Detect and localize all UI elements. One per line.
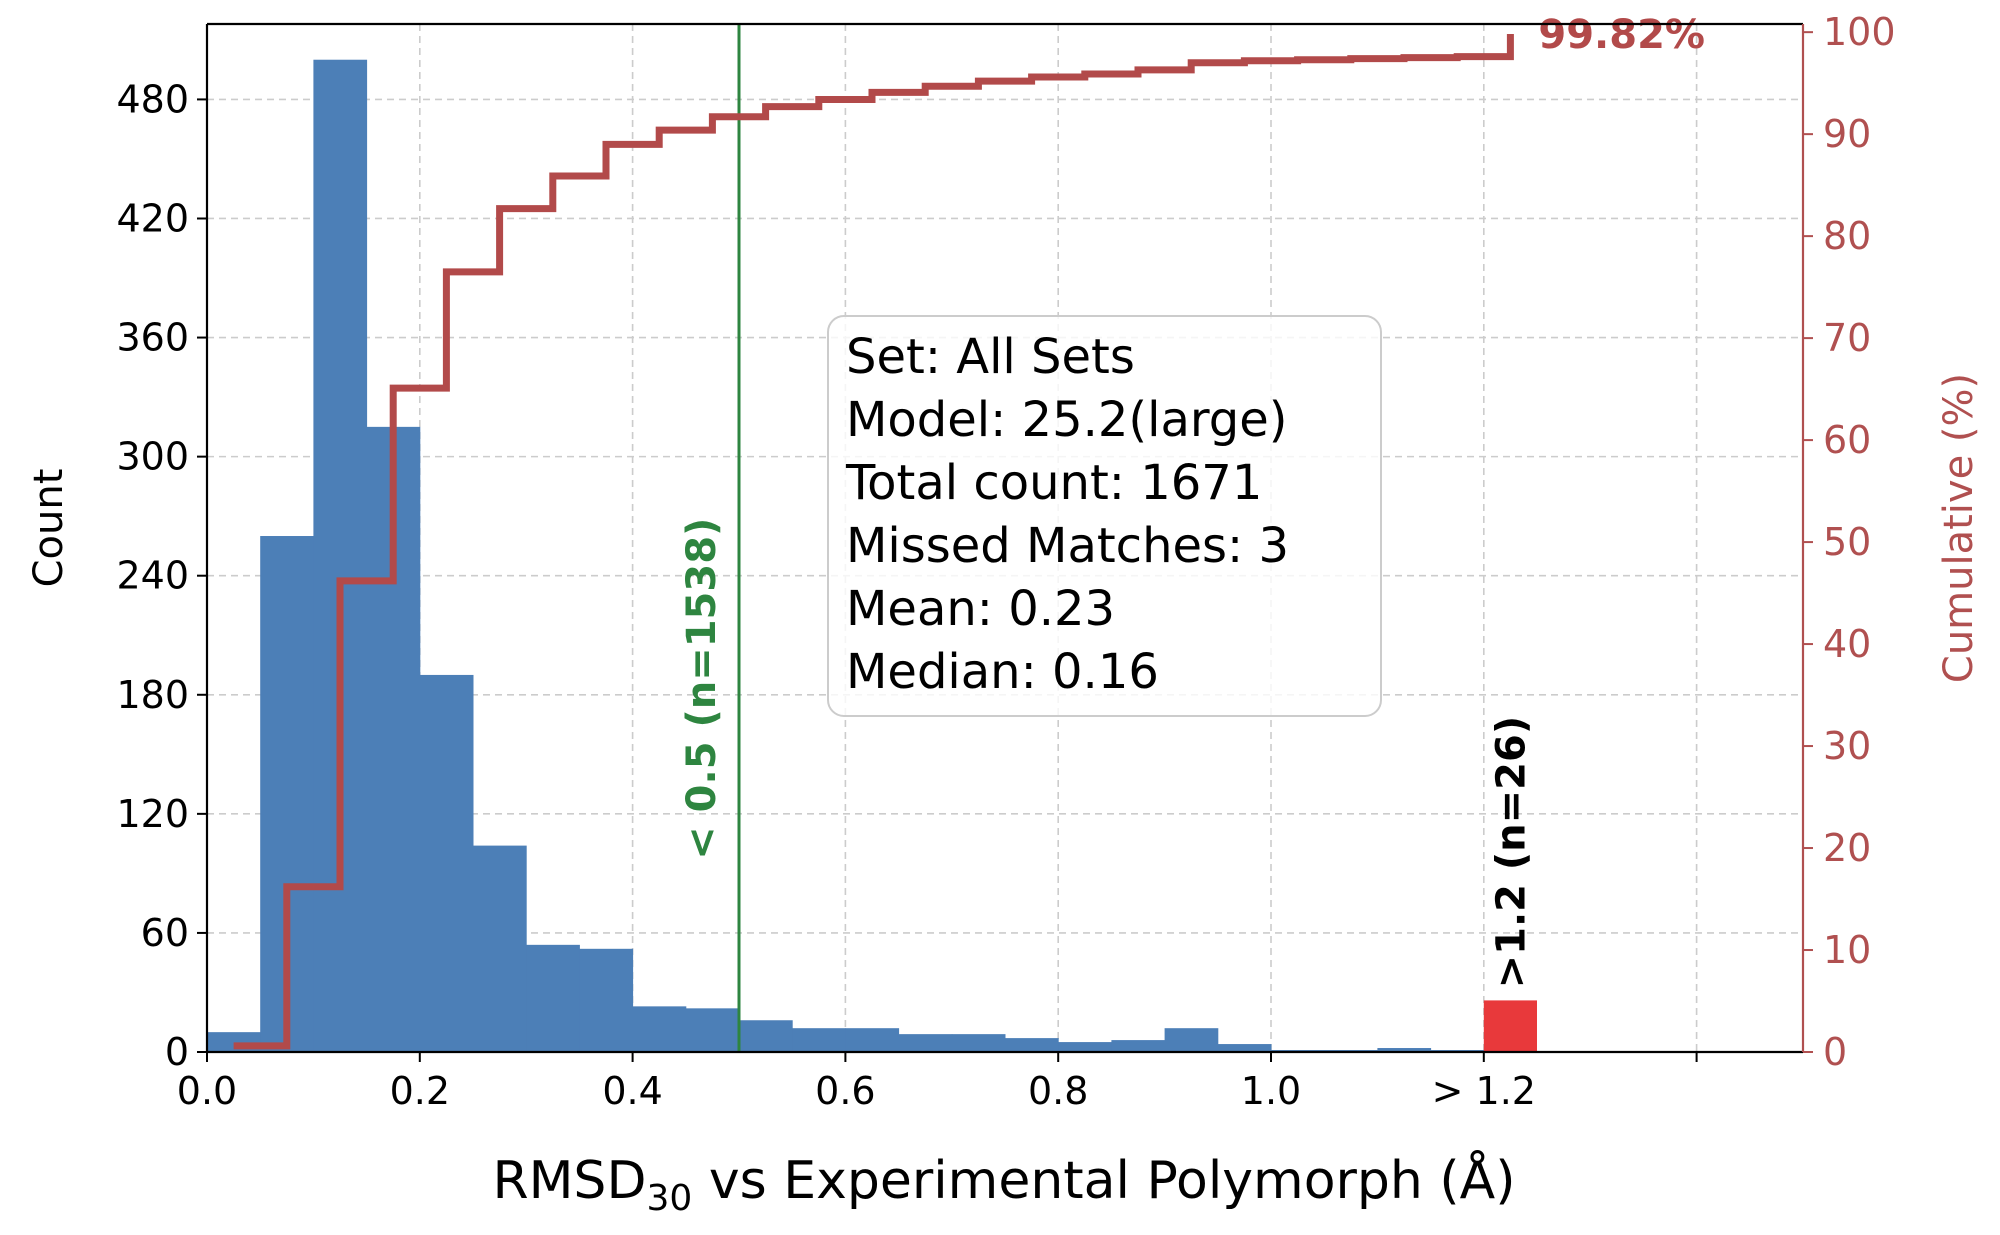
x-axis-label: RMSD30 vs Experimental Polymorph (Å): [492, 1149, 1515, 1219]
y-tick-label: 360: [116, 316, 189, 360]
histogram-bar: [898, 1034, 953, 1052]
histogram-bar: [1377, 1048, 1432, 1052]
threshold-label: < 0.5 (n=1538): [679, 518, 725, 860]
histogram-bar: [1217, 1044, 1272, 1052]
y-tick-label: 120: [116, 792, 189, 836]
x-tick-label: 1.0: [1241, 1069, 1301, 1113]
histogram-bar: [1164, 1028, 1219, 1052]
y2-tick-label: 60: [1823, 418, 1871, 462]
y-tick-label: 420: [116, 196, 189, 240]
histogram-bar: [1058, 1042, 1112, 1052]
x-axis-ticks: 0.0 0.2 0.4 0.6 0.8 1.0 > 1.2: [177, 1052, 1698, 1113]
y-axis-label: Count: [26, 469, 72, 588]
stats-total: Total count: 1671: [845, 455, 1262, 511]
cumulative-line: [233, 33, 1514, 1050]
y2-tick-label: 10: [1823, 928, 1871, 972]
y2-tick-label: 20: [1823, 826, 1871, 870]
y2-tick-label: 50: [1823, 520, 1871, 564]
x-tick-label: 0.6: [815, 1069, 875, 1113]
histogram-bar: [632, 1006, 687, 1052]
x-tick-label: 0.4: [602, 1069, 662, 1113]
histogram-bar: [579, 948, 634, 1052]
histogram-bar: [419, 674, 474, 1052]
y-tick-label: 0: [165, 1030, 189, 1074]
histogram-bar: [1111, 1040, 1166, 1052]
y2-tick-label: 30: [1823, 724, 1871, 768]
y2-tick-label: 100: [1823, 10, 1896, 54]
stats-model: Model: 25.2(large): [846, 392, 1288, 448]
stats-missed: Missed Matches: 3: [846, 518, 1289, 574]
x-axis-label-prefix: RMSD: [492, 1151, 646, 1211]
histogram-bar: [526, 944, 580, 1052]
y-axis-ticks: 0 60 120 180 240 300 360 420 480: [116, 77, 207, 1074]
stats-legend-box: Set: All Sets Model: 25.2(large) Total c…: [827, 315, 1382, 717]
plot-frame: [205, 22, 1805, 1054]
histogram-bar: [951, 1034, 1006, 1052]
stats-mean: Mean: 0.23: [846, 581, 1115, 637]
overflow-bar: [1483, 1000, 1537, 1052]
y2-tick-label: 40: [1823, 622, 1871, 666]
x-tick-label: 0.8: [1028, 1069, 1088, 1113]
histogram-bar: [685, 1008, 740, 1052]
y2-tick-label: 70: [1823, 316, 1871, 360]
y-tick-label: 480: [116, 77, 189, 121]
histogram-bar: [473, 845, 527, 1052]
y2-axis-label: Cumulative (%): [1936, 373, 1982, 683]
y-tick-label: 300: [116, 435, 189, 479]
histogram-bar: [792, 1028, 846, 1052]
x-tick-label: 0.0: [177, 1069, 237, 1113]
x-axis-label-suffix: vs Experimental Polymorph (Å): [692, 1149, 1515, 1211]
stats-median: Median: 0.16: [846, 644, 1159, 700]
x-axis-label-subscript: 30: [646, 1178, 692, 1219]
x-tick-label: > 1.2: [1432, 1069, 1536, 1113]
overflow-bin-label: >1.2 (n=26): [1488, 716, 1534, 989]
histogram-bar: [313, 59, 368, 1053]
cumulative-series: 99.82%: [233, 12, 1705, 1050]
y-tick-label: 240: [116, 554, 189, 598]
x-tick-label: 0.2: [390, 1069, 450, 1113]
y-tick-label: 180: [116, 673, 189, 717]
cumulative-final-label: 99.82%: [1538, 12, 1705, 58]
stats-set: Set: All Sets: [846, 329, 1135, 385]
histogram-bar: [1005, 1038, 1059, 1052]
histogram-bar: [845, 1028, 900, 1052]
y2-tick-label: 0: [1823, 1030, 1847, 1074]
histogram-bars: [207, 59, 1537, 1053]
y2-tick-label: 80: [1823, 214, 1871, 258]
y2-axis-ticks: 0 10 20 30 40 50 60 70 80 90 100: [1803, 10, 1896, 1074]
histogram-bar: [739, 1020, 793, 1052]
y2-tick-label: 90: [1823, 112, 1871, 156]
threshold-marker: < 0.5 (n=1538): [679, 24, 741, 1052]
y-tick-label: 60: [141, 911, 189, 955]
